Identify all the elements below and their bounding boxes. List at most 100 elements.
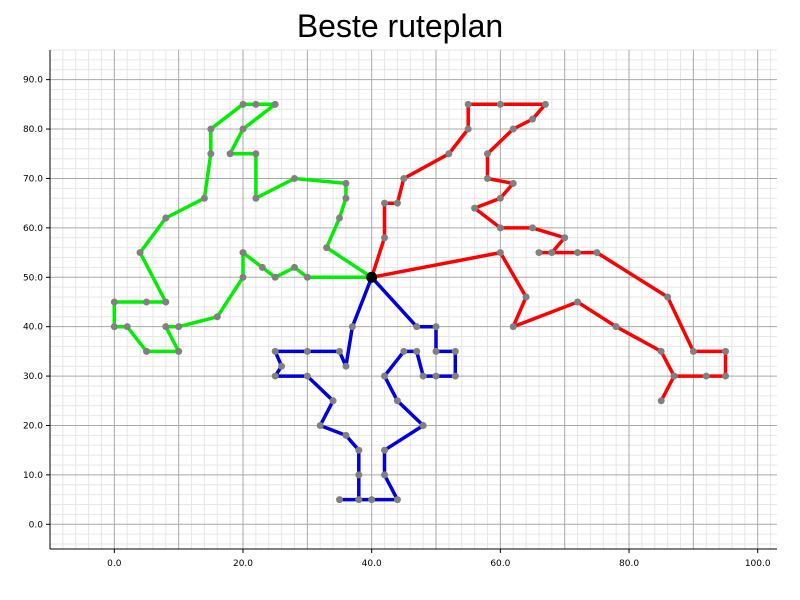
route-2-stop-point — [722, 372, 730, 380]
route-1-stop-point — [143, 347, 151, 355]
y-tick-label: 10.0 — [23, 471, 43, 481]
route-2-stop-point — [574, 249, 582, 257]
route-2-stop-point — [400, 174, 408, 182]
stops — [110, 100, 730, 504]
route-3-stop-point — [271, 347, 279, 355]
route-3-stop-point — [355, 496, 363, 504]
route-1-stop-point — [143, 298, 151, 306]
y-tick-label: 90.0 — [23, 76, 43, 86]
y-tick-label: 40.0 — [23, 323, 43, 333]
route-2-stop-point — [445, 150, 453, 158]
route-2-stop-point — [483, 150, 491, 158]
route-3-stop-point — [381, 446, 389, 454]
major-grid — [49, 50, 777, 549]
x-tick-label: 60.0 — [490, 559, 510, 569]
route-1-stop-point — [271, 273, 279, 281]
route-2-stop-point — [471, 204, 479, 212]
route-3-stop-point — [419, 421, 427, 429]
route-3-stop-point — [393, 496, 401, 504]
route-3-stop-point — [336, 347, 344, 355]
route-1-stop-point — [110, 298, 118, 306]
route-2-stop-point — [541, 100, 549, 108]
route-3-stop-point — [432, 323, 440, 331]
route-3-stop-point — [342, 362, 350, 370]
route-2-stop-point — [483, 174, 491, 182]
route-3-stop-point — [303, 372, 311, 380]
chart-title: Beste ruteplan — [296, 8, 504, 44]
depot-point — [366, 271, 378, 283]
route-2-stop-point — [509, 125, 517, 133]
route-1-stop-point — [239, 273, 247, 281]
tick-labels: 0.0 20.0 40.0 60.0 80.0 100.0 0.0 10.0 20.0 30.0 4… — [23, 76, 771, 569]
route-1-stop-point — [200, 194, 208, 202]
route-2-stop-point — [612, 323, 620, 331]
route-2-stop-point — [509, 323, 517, 331]
route-2-stop-point — [522, 293, 530, 301]
route-2-stop-point — [464, 100, 472, 108]
route-1-stop-point — [342, 194, 350, 202]
route-2-stop-point — [548, 249, 556, 257]
route-3-stop-point — [355, 471, 363, 479]
x-tick-label: 0.0 — [107, 559, 122, 569]
route-2-stop-point — [657, 347, 665, 355]
route-1-stop-point — [271, 100, 279, 108]
y-tick-label: 30.0 — [23, 372, 43, 382]
route-3-stop-point — [400, 347, 408, 355]
route-2-stop-point — [496, 194, 504, 202]
route-2-stop-point — [496, 100, 504, 108]
route-line-3 — [273, 275, 458, 502]
route-2-stop-point — [464, 125, 472, 133]
route-3-stop-point — [451, 347, 459, 355]
route-1-stop-point — [252, 150, 260, 158]
route-2-stop-point — [381, 234, 389, 242]
route-1-stop-point — [303, 273, 311, 281]
route-2-stop-point — [670, 372, 678, 380]
route-2-stop-point — [529, 224, 537, 232]
route-3-stop-point — [336, 496, 344, 504]
route-2-stop-point — [509, 179, 517, 187]
route-1-stop-point — [336, 214, 344, 222]
route-3-stop-point — [432, 347, 440, 355]
route-2-stop-point — [722, 347, 730, 355]
route-1-stop-point — [290, 174, 298, 182]
route-1-stop-point — [258, 263, 266, 271]
axes — [46, 50, 777, 553]
route-1-stop-point — [110, 323, 118, 331]
route-1-stop-point — [239, 249, 247, 257]
route-3-stop-point — [368, 496, 376, 504]
y-tick-label: 70.0 — [23, 174, 43, 184]
route-2-stop-point — [381, 199, 389, 207]
route-3-stop-point — [355, 446, 363, 454]
route-3-stop-point — [419, 372, 427, 380]
x-tick-label: 40.0 — [362, 559, 382, 569]
route-3-stop-point — [432, 372, 440, 380]
route-1-stop-point — [239, 125, 247, 133]
route-1-stop-point — [213, 313, 221, 321]
route-2-stop-point — [496, 224, 504, 232]
route-1-stop-point — [175, 323, 183, 331]
route-1-stop-point — [342, 179, 350, 187]
routes — [112, 102, 728, 502]
route-2-stop-point — [496, 249, 504, 257]
route-2-stop-point — [529, 115, 537, 123]
route-2-stop-point — [593, 249, 601, 257]
route-1-stop-point — [162, 298, 170, 306]
route-3-stop-point — [413, 347, 421, 355]
route-3-stop-point — [413, 323, 421, 331]
route-2-stop-point — [561, 234, 569, 242]
x-tick-label: 80.0 — [619, 559, 639, 569]
route-3-stop-point — [348, 323, 356, 331]
route-1-stop-point — [123, 323, 131, 331]
route-1-stop-point — [226, 150, 234, 158]
route-1-stop-point — [207, 150, 215, 158]
route-3-stop-point — [271, 372, 279, 380]
route-2-stop-point — [664, 293, 672, 301]
y-tick-label: 50.0 — [23, 273, 43, 283]
route-3-stop-point — [381, 372, 389, 380]
route-3-stop-point — [342, 431, 350, 439]
route-3-stop-point — [303, 347, 311, 355]
route-2-stop-point — [657, 397, 665, 405]
route-1-stop-point — [136, 249, 144, 257]
route-3-stop-point — [451, 372, 459, 380]
route-3-stop-point — [316, 421, 324, 429]
